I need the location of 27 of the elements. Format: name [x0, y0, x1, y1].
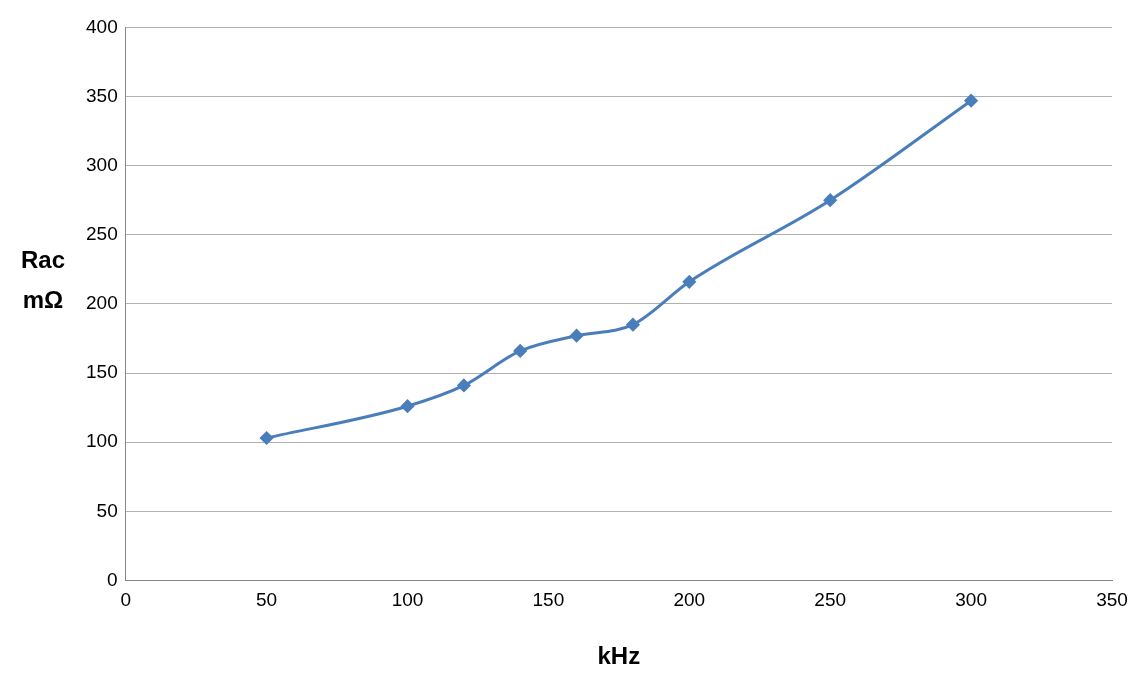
x-tick-label: 100	[391, 589, 424, 611]
point	[457, 378, 471, 392]
y-tick-label: 50	[96, 499, 118, 521]
y-tick-label: 350	[86, 84, 118, 106]
point	[260, 431, 274, 445]
y-tick-label: 100	[86, 430, 118, 452]
point	[823, 193, 837, 207]
y-tick-label: 0	[107, 568, 118, 590]
point	[682, 275, 696, 289]
y-axis-title: Rac mΩ	[20, 245, 66, 315]
y-tick-label: 300	[86, 153, 118, 175]
point	[513, 344, 527, 358]
x-tick-label: 350	[1096, 589, 1128, 611]
x-tick-label: 200	[673, 589, 706, 611]
x-axis-title: kHz	[597, 642, 641, 670]
y-tick-label: 250	[86, 223, 118, 245]
y-tick-label: 200	[86, 292, 118, 314]
x-tick-label: 150	[532, 589, 565, 611]
point	[964, 94, 978, 108]
x-tick-label: 250	[814, 589, 847, 611]
point	[626, 318, 640, 332]
y-tick-label: 150	[86, 361, 118, 383]
point	[570, 329, 584, 343]
x-tick-label: 50	[256, 589, 278, 611]
y-tick-label: 400	[86, 15, 118, 37]
x-tick-label: 300	[955, 589, 987, 611]
point	[401, 399, 414, 413]
